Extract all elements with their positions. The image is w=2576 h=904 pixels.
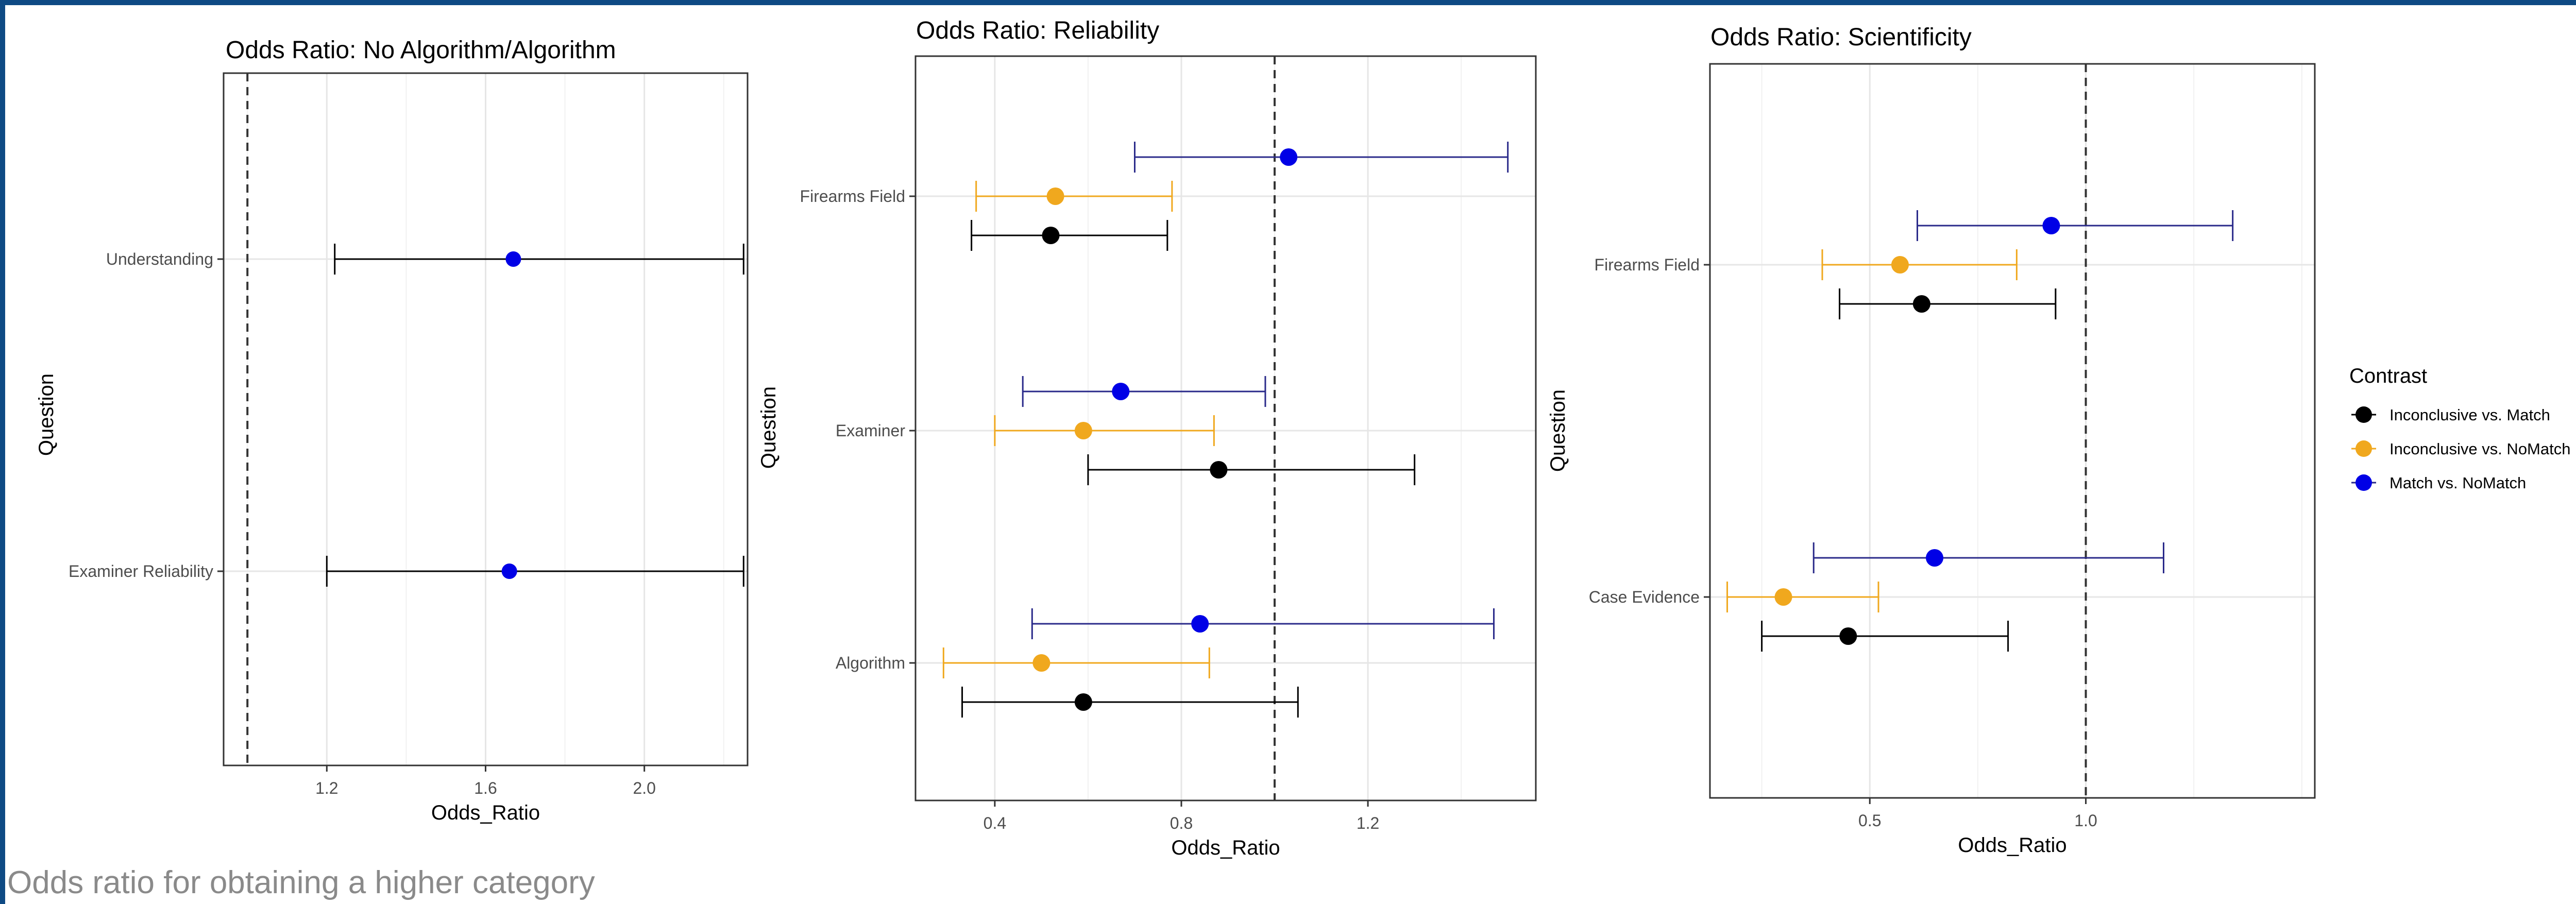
- chart2-point-match-vs-nomatch: [1112, 383, 1130, 400]
- chart1-x-tick-label: 2.0: [633, 779, 655, 797]
- chart2-point-inconclusive-vs-nomatch: [1074, 422, 1092, 439]
- legend-label-match-vs-nomatch: Match vs. NoMatch: [2389, 474, 2526, 492]
- legend-title: Contrast: [2349, 365, 2427, 387]
- chart2-plot-area: [916, 56, 1536, 800]
- legend-key-point-inconclusive-vs-nomatch: [2355, 440, 2372, 457]
- chart3-point-match-vs-nomatch: [2042, 217, 2060, 234]
- chart2-title: Odds Ratio: Reliability: [916, 17, 1159, 44]
- chart2-panel-border: [914, 55, 1537, 801]
- chart2-point-inconclusive-vs-match: [1074, 693, 1092, 711]
- legend-key-point-match-vs-nomatch: [2355, 474, 2372, 491]
- chart1-title: Odds Ratio: No Algorithm/Algorithm: [226, 37, 616, 64]
- chart3-point-inconclusive-vs-nomatch: [1774, 588, 1792, 606]
- chart2-x-tick-label: 0.8: [1170, 814, 1193, 832]
- chart1-y-tick-label: Examiner Reliability: [69, 562, 213, 581]
- chart3-x-axis-title: Odds_Ratio: [1958, 834, 2066, 857]
- legend-key-point-inconclusive-vs-match: [2355, 406, 2372, 423]
- chart2-point-inconclusive-vs-nomatch: [1046, 187, 1064, 205]
- legend-label-inconclusive-vs-match: Inconclusive vs. Match: [2389, 406, 2550, 424]
- chart3-x-tick-label: 0.5: [1858, 811, 1881, 830]
- chart2-y-tick-label: Examiner: [836, 421, 906, 440]
- chart1-y-axis-title: Question: [35, 373, 58, 456]
- legend-label-inconclusive-vs-nomatch: Inconclusive vs. NoMatch: [2389, 440, 2570, 458]
- chart3-point-inconclusive-vs-match: [1912, 295, 1930, 313]
- chart3-title: Odds Ratio: Scientificity: [1710, 24, 1972, 51]
- chart2-point-inconclusive-vs-match: [1210, 461, 1228, 479]
- chart2-x-tick-label: 1.2: [1357, 814, 1379, 832]
- chart1-point-estimate: [505, 251, 521, 267]
- charts-svg: 1.2 1.6 2.0 Examiner Reliability Understandi…: [35, 17, 2570, 859]
- chart1-y-tick-label: Understanding: [106, 250, 213, 268]
- chart2-point-match-vs-nomatch: [1280, 148, 1298, 166]
- chart3-y-tick-label: Case Evidence: [1589, 588, 1700, 606]
- chart3-y-axis-title: Question: [1547, 389, 1569, 472]
- chart2-point-match-vs-nomatch: [1191, 615, 1209, 633]
- chart3-plot-area: [1710, 64, 2315, 798]
- chart1-point-estimate: [501, 564, 517, 579]
- chart2-x-tick-label: 0.4: [984, 814, 1006, 832]
- chart3-point-inconclusive-vs-match: [1839, 627, 1857, 645]
- chart3-point-match-vs-nomatch: [1926, 549, 1944, 567]
- figure-caption: Odds ratio for obtaining a higher catego…: [7, 865, 595, 900]
- chart2-point-inconclusive-vs-nomatch: [1032, 654, 1050, 672]
- chart1-x-tick-label: 1.2: [315, 779, 338, 797]
- chart2-x-axis-title: Odds_Ratio: [1171, 837, 1280, 859]
- chart2-y-axis-title: Question: [757, 386, 780, 469]
- chart3-point-inconclusive-vs-nomatch: [1891, 256, 1909, 274]
- chart1-x-tick-label: 1.6: [474, 779, 497, 797]
- chart2-y-tick-label: Algorithm: [836, 654, 905, 672]
- chart3-panel-border: [1709, 63, 2316, 799]
- chart2-y-tick-label: Firearms Field: [800, 187, 905, 206]
- chart1-x-axis-title: Odds_Ratio: [431, 801, 540, 824]
- chart3-x-tick-label: 1.0: [2074, 811, 2097, 830]
- chart2-point-inconclusive-vs-match: [1042, 227, 1060, 244]
- chart3-y-tick-label: Firearms Field: [1595, 255, 1700, 274]
